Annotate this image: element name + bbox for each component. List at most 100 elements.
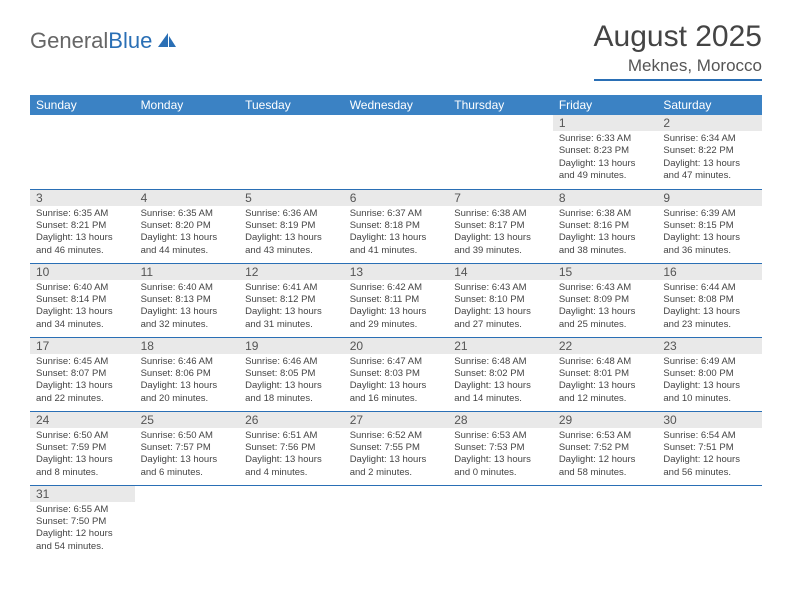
calendar-cell: 9Sunrise: 6:39 AMSunset: 8:15 PMDaylight… bbox=[657, 189, 762, 263]
day-number: 11 bbox=[135, 264, 240, 280]
day-number: 25 bbox=[135, 412, 240, 428]
day-details: Sunrise: 6:49 AMSunset: 8:00 PMDaylight:… bbox=[657, 354, 762, 409]
calendar-cell: 17Sunrise: 6:45 AMSunset: 8:07 PMDayligh… bbox=[30, 337, 135, 411]
calendar-cell: 29Sunrise: 6:53 AMSunset: 7:52 PMDayligh… bbox=[553, 411, 658, 485]
calendar-cell: 30Sunrise: 6:54 AMSunset: 7:51 PMDayligh… bbox=[657, 411, 762, 485]
weekday-header: Tuesday bbox=[239, 95, 344, 115]
calendar-cell: 5Sunrise: 6:36 AMSunset: 8:19 PMDaylight… bbox=[239, 189, 344, 263]
day-details: Sunrise: 6:54 AMSunset: 7:51 PMDaylight:… bbox=[657, 428, 762, 483]
day-details: Sunrise: 6:36 AMSunset: 8:19 PMDaylight:… bbox=[239, 206, 344, 261]
day-number: 7 bbox=[448, 190, 553, 206]
day-number: 18 bbox=[135, 338, 240, 354]
weekday-header: Thursday bbox=[448, 95, 553, 115]
calendar-cell bbox=[448, 115, 553, 189]
calendar-cell bbox=[657, 485, 762, 559]
weekday-header: Friday bbox=[553, 95, 658, 115]
calendar-cell: 22Sunrise: 6:48 AMSunset: 8:01 PMDayligh… bbox=[553, 337, 658, 411]
day-number: 28 bbox=[448, 412, 553, 428]
day-details: Sunrise: 6:38 AMSunset: 8:17 PMDaylight:… bbox=[448, 206, 553, 261]
day-details: Sunrise: 6:45 AMSunset: 8:07 PMDaylight:… bbox=[30, 354, 135, 409]
day-details: Sunrise: 6:40 AMSunset: 8:13 PMDaylight:… bbox=[135, 280, 240, 335]
day-details: Sunrise: 6:53 AMSunset: 7:52 PMDaylight:… bbox=[553, 428, 658, 483]
calendar-cell bbox=[135, 115, 240, 189]
day-number: 19 bbox=[239, 338, 344, 354]
day-details: Sunrise: 6:35 AMSunset: 8:21 PMDaylight:… bbox=[30, 206, 135, 261]
day-number: 24 bbox=[30, 412, 135, 428]
day-number: 13 bbox=[344, 264, 449, 280]
calendar-cell bbox=[135, 485, 240, 559]
day-details: Sunrise: 6:44 AMSunset: 8:08 PMDaylight:… bbox=[657, 280, 762, 335]
day-number: 2 bbox=[657, 115, 762, 131]
day-number: 14 bbox=[448, 264, 553, 280]
day-details: Sunrise: 6:40 AMSunset: 8:14 PMDaylight:… bbox=[30, 280, 135, 335]
day-details: Sunrise: 6:37 AMSunset: 8:18 PMDaylight:… bbox=[344, 206, 449, 261]
day-details: Sunrise: 6:48 AMSunset: 8:02 PMDaylight:… bbox=[448, 354, 553, 409]
calendar-cell: 23Sunrise: 6:49 AMSunset: 8:00 PMDayligh… bbox=[657, 337, 762, 411]
location-label: Meknes, Morocco bbox=[594, 56, 762, 81]
calendar-cell bbox=[239, 115, 344, 189]
calendar-cell: 28Sunrise: 6:53 AMSunset: 7:53 PMDayligh… bbox=[448, 411, 553, 485]
calendar-table: SundayMondayTuesdayWednesdayThursdayFrid… bbox=[30, 95, 762, 559]
day-details: Sunrise: 6:43 AMSunset: 8:10 PMDaylight:… bbox=[448, 280, 553, 335]
day-number: 30 bbox=[657, 412, 762, 428]
day-number: 1 bbox=[553, 115, 658, 131]
calendar-cell bbox=[30, 115, 135, 189]
calendar-cell bbox=[344, 115, 449, 189]
day-number: 17 bbox=[30, 338, 135, 354]
day-details: Sunrise: 6:39 AMSunset: 8:15 PMDaylight:… bbox=[657, 206, 762, 261]
calendar-cell: 3Sunrise: 6:35 AMSunset: 8:21 PMDaylight… bbox=[30, 189, 135, 263]
day-details: Sunrise: 6:33 AMSunset: 8:23 PMDaylight:… bbox=[553, 131, 658, 186]
calendar-cell: 8Sunrise: 6:38 AMSunset: 8:16 PMDaylight… bbox=[553, 189, 658, 263]
calendar-cell: 25Sunrise: 6:50 AMSunset: 7:57 PMDayligh… bbox=[135, 411, 240, 485]
day-details: Sunrise: 6:46 AMSunset: 8:05 PMDaylight:… bbox=[239, 354, 344, 409]
calendar-cell: 20Sunrise: 6:47 AMSunset: 8:03 PMDayligh… bbox=[344, 337, 449, 411]
day-details: Sunrise: 6:50 AMSunset: 7:57 PMDaylight:… bbox=[135, 428, 240, 483]
calendar-cell bbox=[239, 485, 344, 559]
month-title: August 2025 bbox=[594, 20, 762, 54]
day-details: Sunrise: 6:47 AMSunset: 8:03 PMDaylight:… bbox=[344, 354, 449, 409]
calendar-cell: 27Sunrise: 6:52 AMSunset: 7:55 PMDayligh… bbox=[344, 411, 449, 485]
sail-icon bbox=[156, 31, 178, 49]
brand-part1: General bbox=[30, 28, 108, 54]
calendar-cell: 14Sunrise: 6:43 AMSunset: 8:10 PMDayligh… bbox=[448, 263, 553, 337]
day-details: Sunrise: 6:46 AMSunset: 8:06 PMDaylight:… bbox=[135, 354, 240, 409]
calendar-cell: 1Sunrise: 6:33 AMSunset: 8:23 PMDaylight… bbox=[553, 115, 658, 189]
calendar-cell: 15Sunrise: 6:43 AMSunset: 8:09 PMDayligh… bbox=[553, 263, 658, 337]
calendar-cell: 7Sunrise: 6:38 AMSunset: 8:17 PMDaylight… bbox=[448, 189, 553, 263]
day-number: 12 bbox=[239, 264, 344, 280]
brand-logo: GeneralBlue bbox=[30, 20, 178, 54]
calendar-cell bbox=[553, 485, 658, 559]
calendar-cell: 13Sunrise: 6:42 AMSunset: 8:11 PMDayligh… bbox=[344, 263, 449, 337]
calendar-cell: 24Sunrise: 6:50 AMSunset: 7:59 PMDayligh… bbox=[30, 411, 135, 485]
calendar-cell: 6Sunrise: 6:37 AMSunset: 8:18 PMDaylight… bbox=[344, 189, 449, 263]
day-details: Sunrise: 6:35 AMSunset: 8:20 PMDaylight:… bbox=[135, 206, 240, 261]
day-details: Sunrise: 6:34 AMSunset: 8:22 PMDaylight:… bbox=[657, 131, 762, 186]
calendar-cell: 11Sunrise: 6:40 AMSunset: 8:13 PMDayligh… bbox=[135, 263, 240, 337]
day-details: Sunrise: 6:42 AMSunset: 8:11 PMDaylight:… bbox=[344, 280, 449, 335]
day-number: 31 bbox=[30, 486, 135, 502]
calendar-cell: 12Sunrise: 6:41 AMSunset: 8:12 PMDayligh… bbox=[239, 263, 344, 337]
calendar-cell: 2Sunrise: 6:34 AMSunset: 8:22 PMDaylight… bbox=[657, 115, 762, 189]
calendar-cell: 21Sunrise: 6:48 AMSunset: 8:02 PMDayligh… bbox=[448, 337, 553, 411]
day-number: 15 bbox=[553, 264, 658, 280]
brand-part2: Blue bbox=[108, 28, 152, 54]
day-details: Sunrise: 6:38 AMSunset: 8:16 PMDaylight:… bbox=[553, 206, 658, 261]
day-number: 6 bbox=[344, 190, 449, 206]
calendar-cell bbox=[448, 485, 553, 559]
day-number: 10 bbox=[30, 264, 135, 280]
day-details: Sunrise: 6:51 AMSunset: 7:56 PMDaylight:… bbox=[239, 428, 344, 483]
calendar-cell: 26Sunrise: 6:51 AMSunset: 7:56 PMDayligh… bbox=[239, 411, 344, 485]
calendar-cell: 18Sunrise: 6:46 AMSunset: 8:06 PMDayligh… bbox=[135, 337, 240, 411]
day-details: Sunrise: 6:50 AMSunset: 7:59 PMDaylight:… bbox=[30, 428, 135, 483]
day-number: 3 bbox=[30, 190, 135, 206]
calendar-cell bbox=[344, 485, 449, 559]
weekday-header: Saturday bbox=[657, 95, 762, 115]
day-number: 21 bbox=[448, 338, 553, 354]
weekday-header: Wednesday bbox=[344, 95, 449, 115]
page-header: GeneralBlue August 2025 Meknes, Morocco bbox=[30, 20, 762, 81]
day-number: 29 bbox=[553, 412, 658, 428]
weekday-header: Monday bbox=[135, 95, 240, 115]
day-number: 20 bbox=[344, 338, 449, 354]
day-number: 22 bbox=[553, 338, 658, 354]
calendar-head: SundayMondayTuesdayWednesdayThursdayFrid… bbox=[30, 95, 762, 115]
